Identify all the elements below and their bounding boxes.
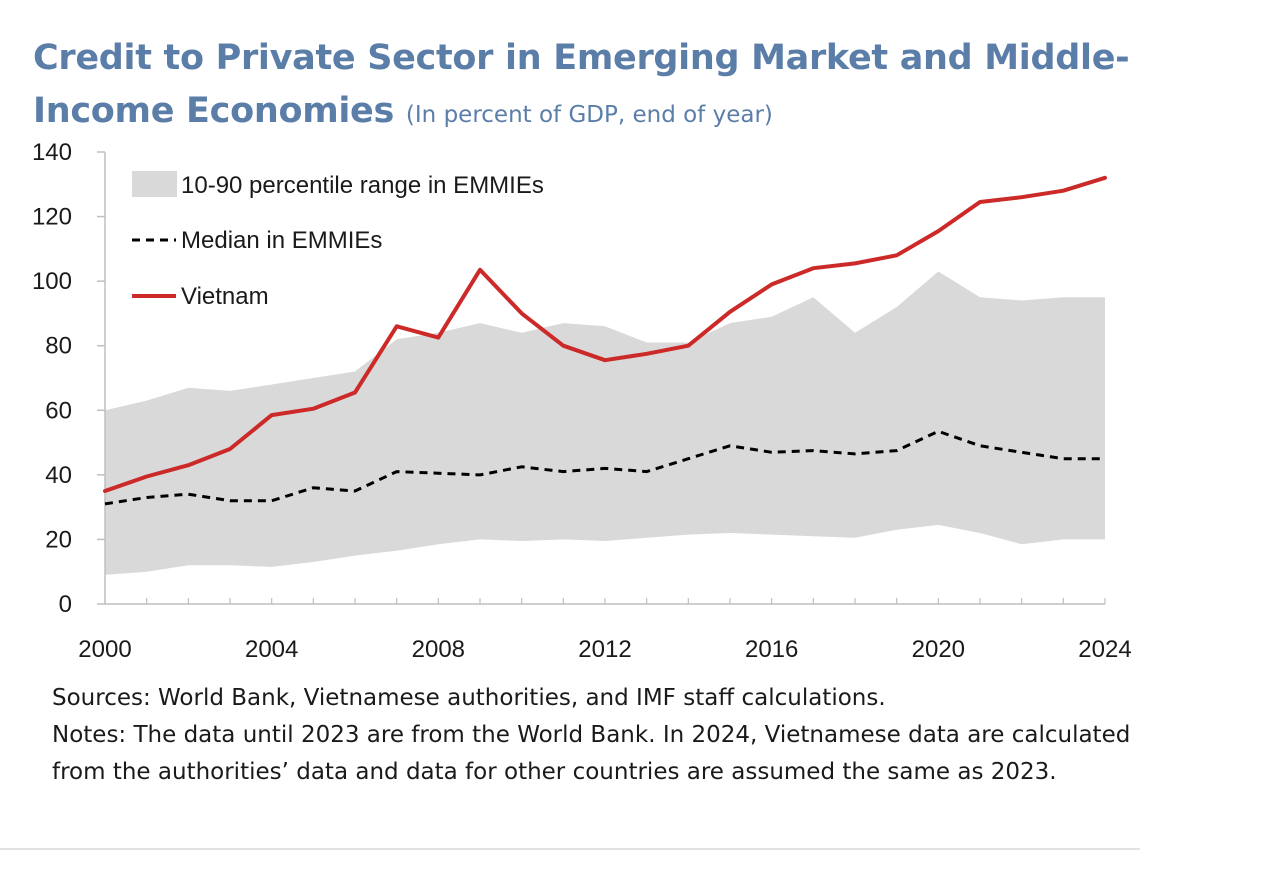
chart-title-line1: Credit to Private Sector in Emerging Mar…: [33, 38, 1130, 78]
x-tick-label: 2000: [78, 636, 131, 663]
sources-text: Sources: World Bank, Vietnamese authorit…: [52, 685, 886, 711]
y-tick-label: 120: [32, 204, 72, 231]
legend-vietnam-label: Vietnam: [181, 283, 269, 310]
y-tick-label: 80: [45, 333, 72, 360]
y-tick-label: 140: [32, 139, 72, 166]
notes-text: Notes: The data until 2023 are from the …: [52, 722, 1131, 785]
y-tick-label: 0: [59, 591, 72, 618]
chart-subtitle: (In percent of GDP, end of year): [405, 102, 773, 128]
legend-band-swatch: [132, 171, 177, 197]
x-tick-label: 2016: [745, 636, 798, 663]
median-line: [104, 429, 1105, 506]
x-tick-label: 2008: [412, 636, 465, 663]
percentile-band-area: [105, 271, 1105, 575]
x-tick-label: 2020: [912, 636, 965, 663]
vietnam-line: [103, 175, 1107, 493]
legend-band-label: 10-90 percentile range in EMMIEs: [181, 172, 544, 199]
chart-footnotes: Sources: World Bank, Vietnamese authorit…: [52, 680, 1162, 828]
y-tick-label: 100: [32, 268, 72, 295]
legend-median-label: Median in EMMIEs: [181, 227, 382, 254]
x-tick-label: 2024: [1078, 636, 1131, 663]
y-tick-label: 20: [45, 526, 72, 553]
y-tick-label: 60: [45, 397, 72, 424]
x-tick-label: 2004: [245, 636, 298, 663]
bottom-divider: [0, 848, 1140, 850]
chart-title-line2: Income Economies: [33, 91, 395, 131]
chart-title: Credit to Private Sector in Emerging Mar…: [33, 32, 1153, 142]
credit-chart: 0 20 40 60 80 100 120 140 2000 2004 2008 2012 2016 20…: [32, 139, 1132, 663]
x-tick-label: 2012: [578, 636, 631, 663]
y-tick-label: 40: [45, 462, 72, 489]
